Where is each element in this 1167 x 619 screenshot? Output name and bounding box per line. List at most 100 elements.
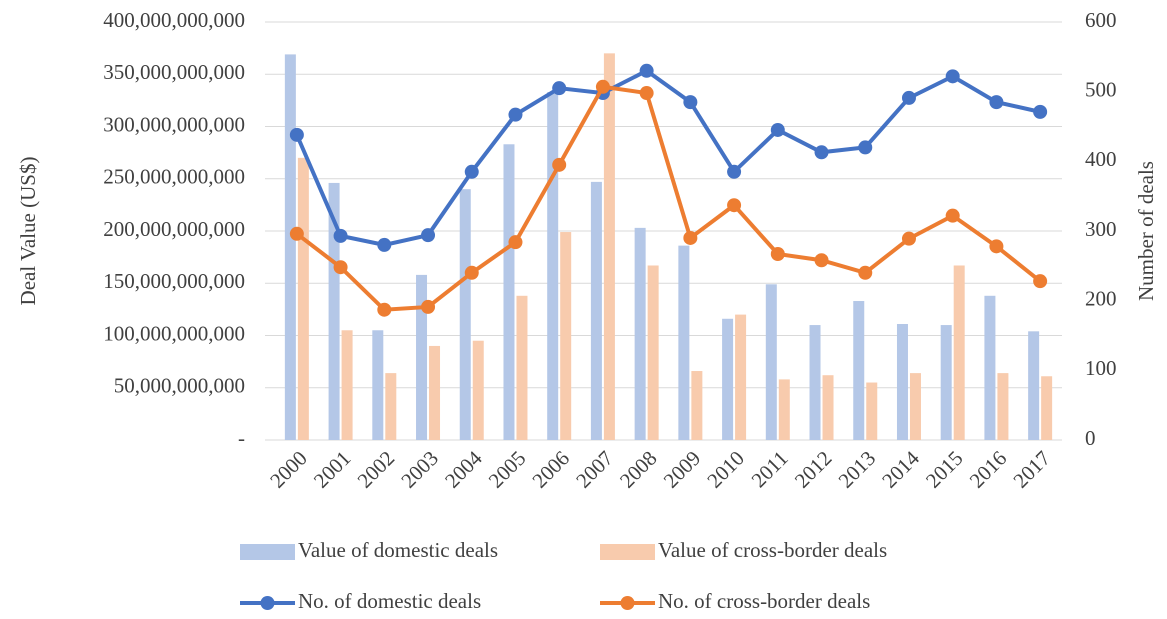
x-tick-label: 2010 <box>702 446 749 493</box>
y-tick-label: 50,000,000,000 <box>114 374 245 398</box>
marker <box>727 164 742 179</box>
marker <box>639 63 654 78</box>
marker <box>683 230 698 245</box>
line <box>295 84 1042 312</box>
marker <box>639 86 654 101</box>
line <box>295 68 1041 247</box>
y-tick-label: 400,000,000,000 <box>103 8 245 32</box>
bar <box>691 371 703 440</box>
bar <box>1041 376 1053 440</box>
marker <box>989 239 1004 254</box>
legend-swatch <box>600 544 655 560</box>
y2-tick-label: 200 <box>1085 286 1117 310</box>
x-tick-label: 2016 <box>965 446 1012 493</box>
legend-swatch <box>620 596 635 610</box>
bar <box>678 245 690 440</box>
y2-tick-label: 100 <box>1085 356 1117 380</box>
x-tick-label: 2014 <box>877 446 924 493</box>
bar <box>896 324 908 440</box>
legend-swatch <box>260 596 275 610</box>
bar <box>809 325 821 440</box>
bar <box>997 373 1009 440</box>
y-tick-label: 300,000,000,000 <box>103 112 245 136</box>
x-tick-label: 2009 <box>659 446 706 493</box>
marker <box>289 127 304 142</box>
bar <box>284 54 296 441</box>
bar <box>603 53 615 440</box>
marker <box>421 228 436 243</box>
marker <box>683 95 698 110</box>
marker <box>770 122 785 137</box>
bar <box>940 325 952 440</box>
legend-label: Value of domestic deals <box>298 538 498 562</box>
marker <box>421 299 436 314</box>
marker <box>333 228 348 243</box>
bar <box>472 340 484 440</box>
marker <box>508 235 523 250</box>
y2-tick-label: 300 <box>1085 217 1117 241</box>
y-tick-label: 250,000,000,000 <box>103 165 245 189</box>
bar <box>634 227 646 440</box>
y2-axis-label: Number of deals <box>1134 161 1158 301</box>
bar <box>735 314 747 440</box>
marker <box>901 90 916 105</box>
marker <box>464 265 479 280</box>
bar <box>341 330 353 440</box>
x-tick-label: 2013 <box>834 446 881 493</box>
x-tick-label: 2006 <box>527 446 574 493</box>
marker <box>508 107 523 122</box>
bar <box>328 182 340 440</box>
x-tick-label: 2001 <box>309 446 356 493</box>
x-tick-label: 2004 <box>440 446 487 493</box>
marker <box>814 145 829 160</box>
marker <box>552 157 567 172</box>
marker <box>289 226 304 241</box>
marker <box>727 198 742 213</box>
marker <box>858 140 873 155</box>
bar <box>516 295 528 440</box>
x-tick-label: 2012 <box>790 446 837 493</box>
marker <box>1033 104 1048 119</box>
y2-tick-label: 400 <box>1085 147 1117 171</box>
marker <box>989 95 1004 110</box>
y2-tick-label: 0 <box>1085 426 1096 450</box>
y-axis-label: Deal Value (US$) <box>16 157 40 306</box>
x-tick-label: 2000 <box>265 446 312 493</box>
y-tick-label: 100,000,000,000 <box>103 321 245 345</box>
marker <box>552 81 567 96</box>
bar <box>1028 331 1040 440</box>
bar <box>503 144 515 440</box>
y2-tick-label: 600 <box>1085 8 1117 32</box>
bar <box>866 382 878 440</box>
bar <box>984 295 996 440</box>
y-tick-label: - <box>238 426 245 450</box>
bar <box>372 330 384 440</box>
x-tick-label: 2008 <box>615 446 662 493</box>
bar <box>822 375 834 440</box>
marker <box>1033 274 1048 289</box>
bar <box>297 157 309 440</box>
bar <box>416 274 428 440</box>
bar <box>953 265 965 440</box>
bar <box>765 284 777 440</box>
x-tick-label: 2011 <box>747 446 793 492</box>
marker <box>945 208 960 223</box>
marker <box>464 164 479 179</box>
bar <box>722 318 734 440</box>
legend-label: No. of cross-border deals <box>658 589 870 613</box>
y-tick-label: 150,000,000,000 <box>103 269 245 293</box>
marker <box>333 260 348 275</box>
x-tick-label: 2002 <box>353 446 400 493</box>
legend-label: Value of cross-border deals <box>658 538 887 562</box>
y-tick-label: 200,000,000,000 <box>103 217 245 241</box>
bar <box>647 265 659 440</box>
bar <box>853 301 865 440</box>
y2-tick-label: 500 <box>1085 77 1117 101</box>
x-tick-label: 2005 <box>484 446 531 493</box>
legend-label: No. of domestic deals <box>298 589 481 613</box>
bar <box>547 92 559 440</box>
marker <box>377 302 392 317</box>
bar <box>909 373 921 440</box>
bar <box>459 189 471 440</box>
x-tick-label: 2007 <box>571 446 618 493</box>
